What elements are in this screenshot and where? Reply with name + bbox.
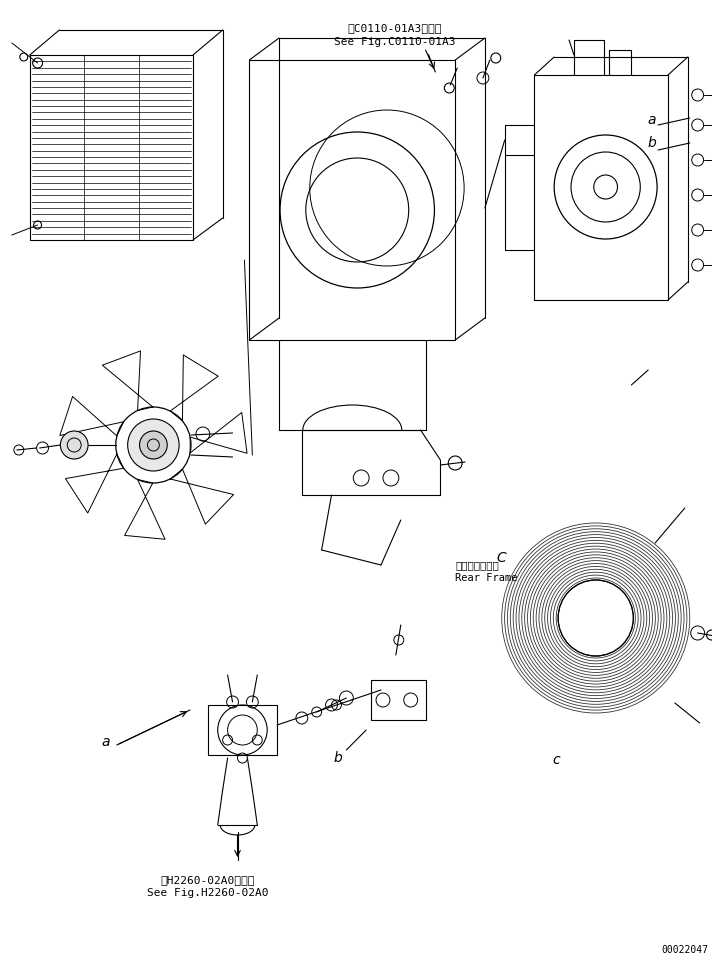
Text: リヤーフレーム: リヤーフレーム: [455, 560, 499, 570]
Text: Rear Frame: Rear Frame: [455, 573, 518, 583]
Text: C: C: [497, 551, 506, 565]
Circle shape: [139, 431, 168, 459]
Text: a: a: [647, 113, 656, 127]
Text: b: b: [334, 751, 342, 765]
Text: c: c: [552, 753, 560, 767]
Circle shape: [60, 431, 88, 459]
Circle shape: [128, 419, 179, 471]
Bar: [208, 705, 277, 755]
Text: b: b: [647, 136, 656, 150]
Text: 第C0110-01A3図参照: 第C0110-01A3図参照: [347, 23, 442, 33]
Circle shape: [558, 580, 633, 656]
Text: 第H2260-02A0図参照: 第H2260-02A0図参照: [160, 875, 255, 885]
Text: See Fig.C0110-01A3: See Fig.C0110-01A3: [334, 37, 456, 47]
Text: a: a: [102, 735, 111, 749]
Text: See Fig.H2260-02A0: See Fig.H2260-02A0: [147, 888, 269, 898]
Text: 00022047: 00022047: [661, 945, 708, 955]
